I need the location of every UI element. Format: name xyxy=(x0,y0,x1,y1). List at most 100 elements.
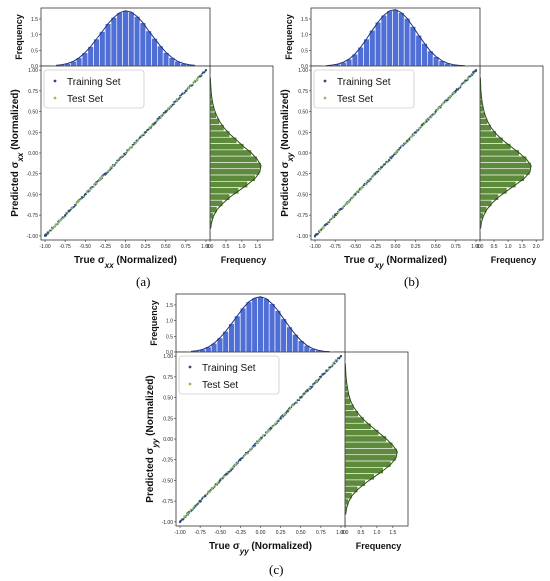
training-point xyxy=(73,205,76,208)
chart-panel-b: 0.0 0.5 1.0 1.5 Frequency 0.0 0.5 1.0 1.5 2.0 Freq… xyxy=(278,2,544,292)
y-tick-label: -0.25 xyxy=(297,172,309,178)
test-point xyxy=(90,187,93,189)
test-point xyxy=(295,401,298,403)
test-set-point xyxy=(196,77,199,80)
test-point xyxy=(55,224,57,226)
test-point xyxy=(192,506,195,508)
test-point xyxy=(436,109,439,112)
test-point xyxy=(75,203,78,206)
test-set-point xyxy=(331,363,334,366)
right-hist-kde-line xyxy=(479,77,532,229)
test-point xyxy=(194,79,196,82)
y-tick-label: -0.50 xyxy=(27,192,39,198)
right-hist-xtick-label: 0.5 xyxy=(222,244,229,250)
training-point xyxy=(324,224,327,227)
test-point xyxy=(262,435,264,438)
test-point xyxy=(162,113,165,116)
test-point xyxy=(190,84,192,86)
chart-panel-c: 0.0 0.5 1.0 1.5 Frequency 0.0 0.5 1.0 1.5 Frequen… xyxy=(143,288,409,578)
legend-training-label: Training Set xyxy=(337,77,391,88)
top-hist-bar xyxy=(263,298,270,353)
test-point xyxy=(134,142,137,144)
test-point xyxy=(327,369,330,371)
test-point xyxy=(131,145,134,148)
top-hist-bar xyxy=(409,26,417,67)
right-hist-bar xyxy=(479,181,517,188)
test-point xyxy=(94,182,97,185)
x-tick-label: -1.00 xyxy=(174,530,186,536)
test-point xyxy=(156,119,159,122)
test-point xyxy=(359,189,362,191)
y-tick-label: 0.50 xyxy=(298,110,308,116)
training-set-point xyxy=(374,172,377,175)
training-point xyxy=(427,118,430,121)
scatter-points xyxy=(313,69,478,238)
x-tick-label: 1.00 xyxy=(201,244,211,250)
training-point xyxy=(228,470,231,473)
test-point xyxy=(361,186,364,188)
x-tick-label: 0.50 xyxy=(431,244,441,250)
top-hist-bar xyxy=(274,310,282,353)
test-point xyxy=(129,146,132,149)
test-point xyxy=(423,121,426,124)
test-point xyxy=(135,141,138,143)
training-point xyxy=(264,434,267,436)
test-point xyxy=(439,105,442,107)
y-tick-label: 1.00 xyxy=(28,68,38,74)
top-hist-bar xyxy=(251,297,258,353)
test-point xyxy=(226,471,228,474)
right-hist-bar xyxy=(344,429,380,437)
legend-training-label: Training Set xyxy=(67,77,121,88)
chart-svg-a: 0.0 0.5 1.0 1.5 Frequency 0.0 0.5 1.0 1.5 Frequen… xyxy=(10,7,274,270)
test-point xyxy=(121,154,123,157)
top-hist-bar xyxy=(234,315,241,353)
right-histogram: 0.0 0.5 1.0 1.5 Frequency xyxy=(342,351,409,551)
right-hist-bar xyxy=(479,136,504,144)
test-point xyxy=(114,163,116,165)
right-hist-bar xyxy=(209,143,245,151)
test-point xyxy=(262,434,265,436)
training-set-point xyxy=(279,417,282,420)
test-point xyxy=(450,94,453,96)
test-point xyxy=(298,398,301,400)
right-hist-bar xyxy=(209,149,252,157)
training-set-point xyxy=(64,214,67,217)
test-point xyxy=(160,115,163,118)
training-set-point xyxy=(219,479,222,482)
test-point xyxy=(212,486,215,488)
test-set-point xyxy=(172,102,175,105)
training-point xyxy=(447,99,449,101)
test-point xyxy=(127,149,130,152)
test-point xyxy=(289,408,291,410)
test-point xyxy=(364,183,366,186)
test-point xyxy=(430,116,432,119)
right-hist-xtick-label: 1.0 xyxy=(505,244,512,250)
test-point xyxy=(459,84,462,87)
test-point xyxy=(378,168,381,170)
test-point xyxy=(401,144,403,147)
training-set-point xyxy=(313,234,317,237)
test-point xyxy=(309,386,311,389)
test-point xyxy=(149,125,152,128)
scatter-axes: -1.00 -0.75 -0.50 -0.25 0.00 0.25 0.50 0.75 1.00… xyxy=(162,351,346,536)
right-histogram: 0.0 0.5 1.0 1.5 2.0 Frequency xyxy=(477,65,544,265)
x-tick-label: 0.25 xyxy=(141,244,151,250)
top-hist-bar xyxy=(122,10,129,67)
legend: Training Set Test Set xyxy=(178,355,280,395)
top-hist-kde-line xyxy=(325,9,466,67)
y-tick-label: 0.50 xyxy=(163,396,173,402)
test-point xyxy=(251,446,254,449)
test-point xyxy=(92,186,95,188)
test-set-point xyxy=(370,176,373,179)
test-point xyxy=(292,404,294,406)
training-set-point xyxy=(184,89,187,92)
top-hist-ylabel: Frequency xyxy=(284,14,294,60)
test-point xyxy=(244,453,246,456)
scatter-axes: -1.00 -0.75 -0.50 -0.25 0.00 0.25 0.50 0.75 1.00… xyxy=(27,65,211,250)
test-point xyxy=(195,78,198,80)
y-tick-label: -0.50 xyxy=(162,478,174,484)
test-point xyxy=(217,481,219,483)
training-point xyxy=(388,159,391,162)
y-tick-label: -0.25 xyxy=(162,458,174,464)
top-hist-bar xyxy=(157,45,164,67)
